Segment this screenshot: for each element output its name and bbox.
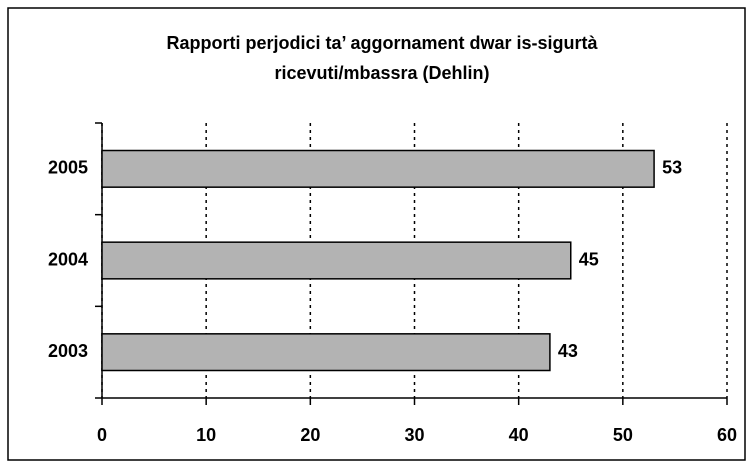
bar bbox=[101, 333, 551, 372]
value-label: 45 bbox=[579, 249, 599, 269]
x-tick-label: 30 bbox=[404, 425, 424, 445]
y-tick-label: 2004 bbox=[48, 249, 88, 269]
x-tick-label: 60 bbox=[717, 425, 737, 445]
x-tick-label: 40 bbox=[509, 425, 529, 445]
x-tick-label: 0 bbox=[97, 425, 107, 445]
x-tick-label: 20 bbox=[300, 425, 320, 445]
value-label: 43 bbox=[558, 341, 578, 361]
chart-title: Rapporti perjodici ta’ aggornament dwar … bbox=[166, 33, 598, 83]
bar bbox=[101, 241, 572, 280]
value-label: 53 bbox=[662, 158, 682, 178]
y-tick-label: 2005 bbox=[48, 158, 88, 178]
y-tick-label: 2003 bbox=[48, 341, 88, 361]
bar bbox=[101, 149, 655, 188]
x-tick-label: 10 bbox=[196, 425, 216, 445]
x-tick-label: 50 bbox=[613, 425, 633, 445]
